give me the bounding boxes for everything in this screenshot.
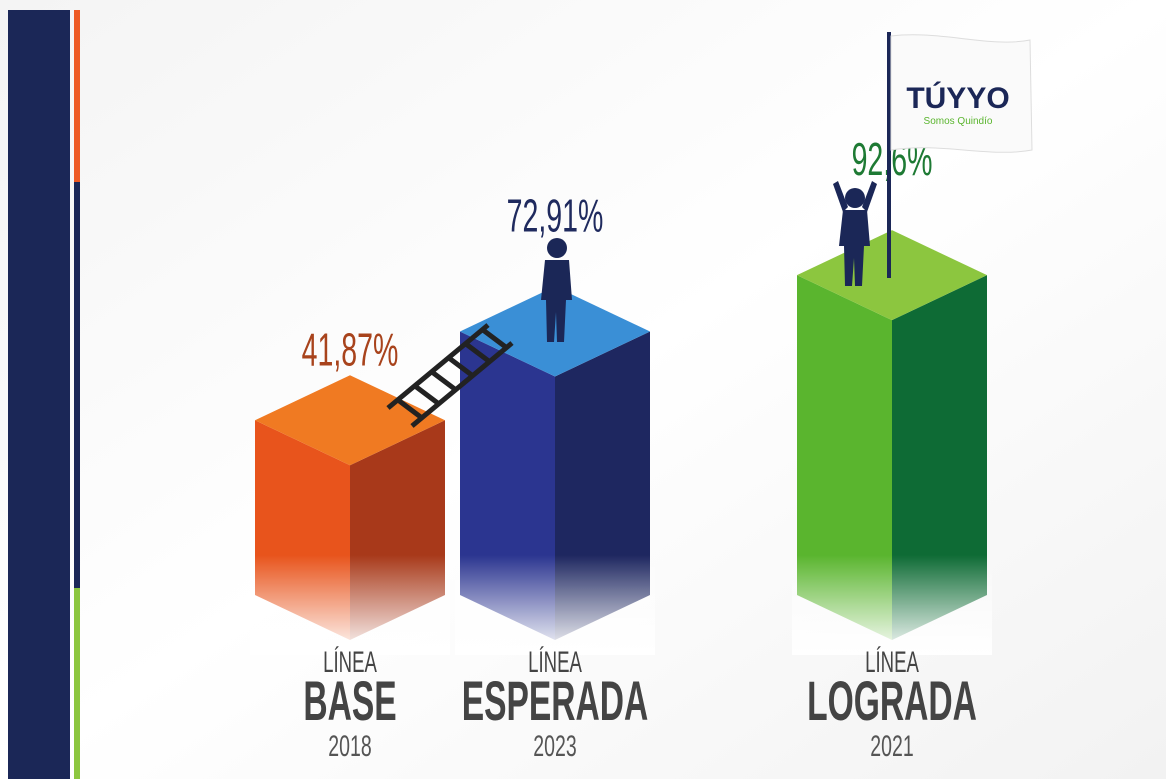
category-label: LOGRADA [807,669,977,732]
logo-subtitle: Somos Quindío [924,116,993,127]
logo-text: TÚYYO [906,81,1009,115]
bar-front [797,275,892,640]
man-cheering [833,181,877,286]
reflection-fade [250,555,450,655]
year-label: 2021 [870,730,913,763]
bar-top [460,286,650,377]
sidebar [8,10,70,779]
ladder [386,323,514,428]
category-prefix: LÍNEA [528,644,582,679]
category-label: ESPERADA [462,669,649,732]
reflection-fade [792,555,992,655]
flag [890,34,1033,153]
category-prefix: LÍNEA [323,644,377,679]
value-label: 41,87% [302,324,399,376]
year-label: 2023 [533,730,576,763]
value-label: 72,91% [507,191,604,243]
accent-green [74,588,80,779]
category-prefix: LÍNEA [865,644,919,679]
accent-navy [74,182,80,588]
category-label: BASE [303,669,396,732]
bar-side [892,275,987,640]
reflection-fade [455,555,655,655]
man-standing [541,238,572,342]
year-label: 2018 [328,730,371,763]
accent-orange [74,10,80,182]
